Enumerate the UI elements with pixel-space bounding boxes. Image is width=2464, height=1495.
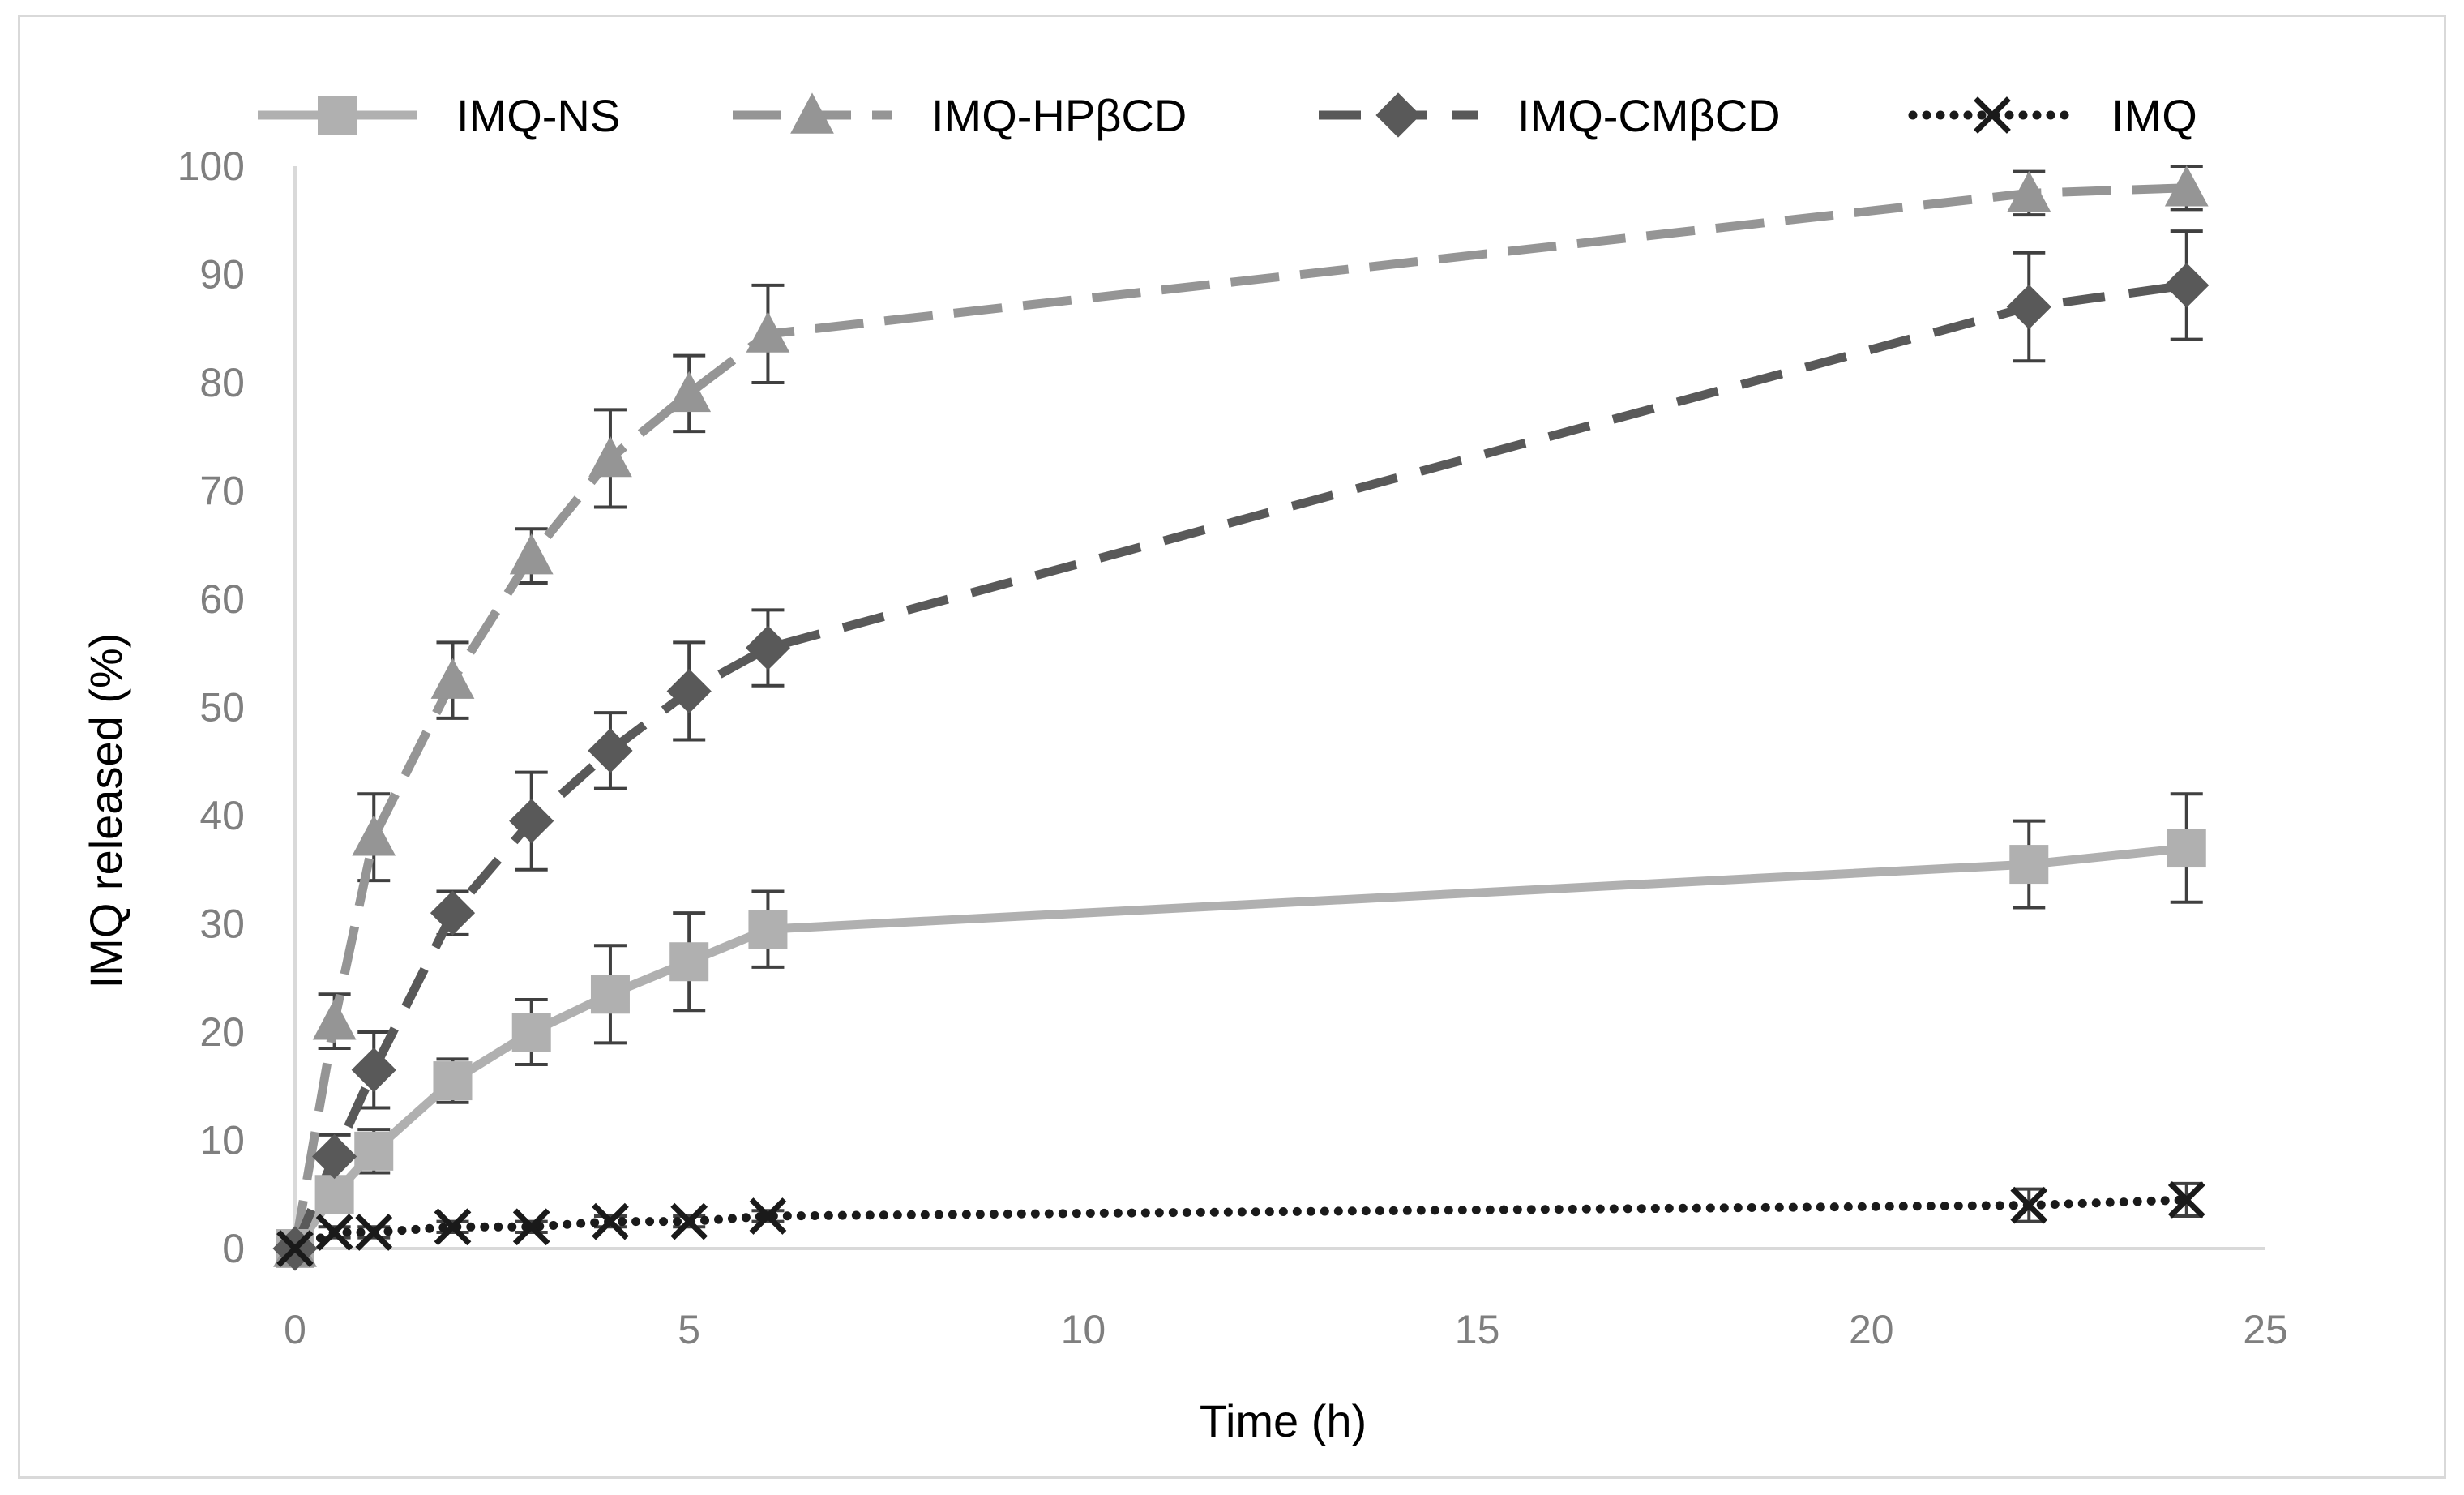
data-point-imq-cm-cd <box>2006 284 2051 330</box>
data-point-imq-hp-cd <box>588 435 632 478</box>
data-point-imq-ns <box>748 910 788 949</box>
data-point-imq-ns <box>354 1131 394 1171</box>
x-tick-label: 15 <box>1455 1307 1500 1352</box>
legend-item-imq-cm-cd: IMQ-CMβCD <box>1319 90 1781 141</box>
data-point-imq <box>276 1230 314 1267</box>
y-axis-title: IMQ released (%) <box>80 633 131 989</box>
y-tick-label: 90 <box>199 252 245 298</box>
data-point-imq <box>355 1214 393 1251</box>
y-tick-label: 70 <box>199 469 245 514</box>
legend-label: IMQ-HPβCD <box>931 90 1187 141</box>
data-point-imq-ns <box>669 942 709 982</box>
legend-label: IMQ-NS <box>456 90 620 141</box>
data-point-imq-ns <box>590 975 630 1014</box>
data-point-imq-ns <box>511 1013 551 1052</box>
data-point-imq-ns <box>433 1061 473 1101</box>
data-point-imq <box>2010 1186 2048 1224</box>
data-point-imq-hp-cd <box>746 311 790 353</box>
data-point-imq-ns <box>2167 829 2206 868</box>
data-point-imq-cm-cd <box>430 890 476 936</box>
data-point-imq-cm-cd <box>588 728 633 773</box>
legend-item-imq-hp-cd: IMQ-HPβCD <box>733 90 1187 141</box>
legend-marker <box>318 96 357 135</box>
x-tick-label: 10 <box>1061 1307 1106 1352</box>
legend: IMQ-NS IMQ-HPβCD IMQ-CMβCD IMQ <box>258 90 2197 141</box>
y-tick-label: 20 <box>199 1009 245 1055</box>
data-point-imq-hp-cd <box>2164 165 2209 207</box>
data-point-imq-hp-cd <box>2007 170 2051 212</box>
data-point-imq-hp-cd <box>352 815 396 856</box>
x-tick-label: 5 <box>678 1307 700 1352</box>
y-tick-label: 60 <box>199 576 245 622</box>
y-tick-label: 80 <box>199 360 245 405</box>
data-markers <box>272 165 2209 1271</box>
data-point-imq <box>749 1197 787 1235</box>
data-point-imq <box>315 1214 353 1251</box>
legend-label: IMQ <box>2111 90 2197 141</box>
legend-label: IMQ-CMβCD <box>1517 90 1781 141</box>
series-lines <box>290 183 2192 1253</box>
data-point-imq-cm-cd <box>351 1047 396 1093</box>
data-point-imq-hp-cd <box>430 658 475 699</box>
series-line-imq-hp-cd <box>290 183 2187 1249</box>
series-line-imq-cm-cd <box>290 281 2188 1251</box>
x-axis-title: Time (h) <box>1200 1395 1367 1446</box>
data-point-imq-hp-cd <box>312 999 357 1040</box>
data-point-imq-hp-cd <box>667 371 712 413</box>
data-point-imq-cm-cd <box>745 625 791 670</box>
data-point-imq-cm-cd <box>509 799 554 844</box>
axes <box>293 166 2265 1250</box>
data-point-imq-cm-cd <box>312 1133 357 1180</box>
data-point-imq <box>670 1202 708 1240</box>
data-point-imq <box>512 1208 550 1246</box>
data-point-imq <box>434 1208 472 1246</box>
data-point-imq <box>592 1202 629 1240</box>
data-point-imq <box>2167 1181 2205 1219</box>
x-tick-label: 20 <box>1849 1307 1894 1352</box>
y-tick-label: 10 <box>199 1118 245 1163</box>
y-tick-label: 0 <box>222 1226 245 1271</box>
data-point-imq-ns <box>314 1175 354 1214</box>
legend-marker <box>1375 92 1421 138</box>
legend-item-imq: IMQ <box>1908 90 2197 141</box>
legend-marker <box>790 92 834 134</box>
y-tick-label: 30 <box>199 902 245 947</box>
error-bars <box>318 165 2203 1240</box>
data-point-imq-hp-cd <box>509 533 554 575</box>
data-point-imq-cm-cd <box>666 668 712 714</box>
series-line-imq <box>290 1195 2192 1253</box>
x-tick-label: 0 <box>284 1307 306 1352</box>
series-line-imq-ns <box>291 843 2188 1252</box>
y-tick-label: 50 <box>199 685 245 730</box>
y-tick-label: 100 <box>178 144 245 189</box>
tick-labels: 0 10 20 30 40 50 60 70 80 90 100 0 5 10 15 20 25 <box>178 144 2288 1352</box>
y-tick-label: 40 <box>199 793 245 838</box>
data-point-imq-cm-cd <box>2164 263 2209 308</box>
x-tick-label: 25 <box>2243 1307 2288 1352</box>
data-point-imq-ns <box>2009 845 2049 885</box>
legend-item-imq-ns: IMQ-NS <box>258 90 620 141</box>
legend-marker <box>1974 96 2011 134</box>
